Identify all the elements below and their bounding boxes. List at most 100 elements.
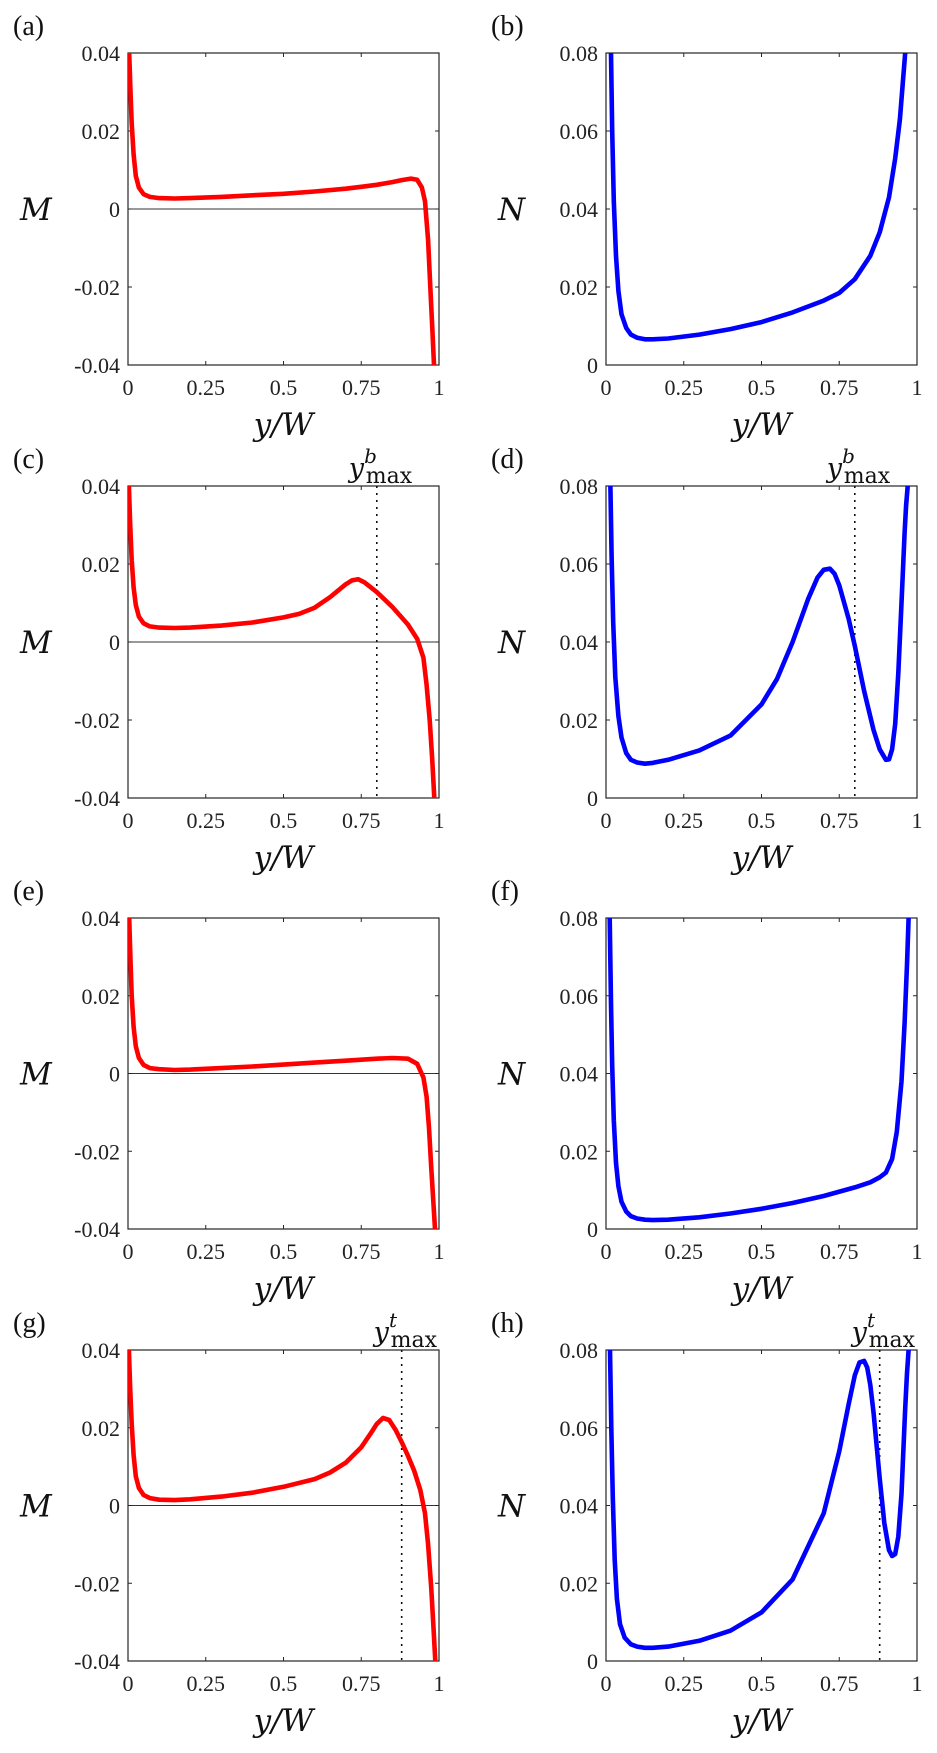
panel-c-xtick-label: 0 (123, 808, 134, 833)
panel-c-ytick-label: -0.04 (74, 786, 120, 811)
panel-g-xtick-label: 1 (434, 1671, 445, 1696)
panel-e-ytick-label: -0.02 (74, 1139, 120, 1164)
panel-f-ytick-label: 0.02 (560, 1139, 599, 1164)
panel-f-xtick-label: 0.75 (820, 1239, 859, 1264)
panel-g-ytick-label: 0 (109, 1494, 120, 1519)
panel-g-ymax-label: yt max (373, 1308, 438, 1353)
panel-d-ylabel: N (497, 625, 527, 661)
panel-g-series-line-M (128, 1350, 438, 1661)
panel-g-ylabel: M (19, 1489, 53, 1525)
panel-e-series-line-M (128, 918, 438, 1229)
panel-f-ytick-label: 0.08 (560, 906, 599, 931)
panel-h-ytick-label: 0.04 (560, 1494, 599, 1519)
panel-c: 0 0.25 0.5 0.75 1 -0.04 -0.02 0 0.02 0.04 yb max (c)… (13, 444, 445, 876)
panel-b-xtick-label: 0 (601, 375, 612, 400)
panel-c-xtick-label: 0.25 (187, 808, 226, 833)
panel-a-ytick-label: 0 (109, 197, 120, 222)
panel-c-ymax-sup: b (364, 444, 377, 468)
panel-d-xtick-label: 0.75 (820, 808, 859, 833)
panel-c-ytick-label: -0.02 (74, 708, 120, 733)
panel-b-series-line-N (608, 53, 908, 342)
panel-h-ytick-label: 0.02 (560, 1571, 599, 1596)
panel-f-xtick-label: 0.25 (665, 1239, 704, 1264)
panel-a-xlabel: y/W (252, 407, 316, 443)
panel-h-ymax-sup: t (867, 1308, 876, 1332)
panel-c-ytick-label: 0 (109, 630, 120, 655)
panel-g-ymax-sup: t (389, 1308, 398, 1332)
panel-h-xtick-label: 0.5 (748, 1671, 776, 1696)
panel-c-xtick-label: 1 (434, 808, 445, 833)
panel-e-ytick-label: -0.04 (74, 1217, 120, 1242)
panel-h-ymax-base: y (851, 1317, 868, 1348)
panel-f-axes-box (605, 917, 918, 1230)
panel-g-ytick-label: -0.02 (74, 1571, 120, 1596)
panel-g-ymax-base: y (373, 1317, 390, 1348)
panel-c-xlabel: y/W (252, 840, 316, 876)
panel-d-series-line-N (608, 486, 911, 767)
panel-e-xtick-label: 0.75 (342, 1239, 381, 1264)
panel-h-series-line-N (607, 1350, 911, 1651)
panel-g-ytick-label: -0.04 (74, 1649, 120, 1674)
panel-e-ytick-label: 0 (109, 1062, 120, 1087)
panel-b-panel-label: (b) (491, 11, 524, 42)
panel-f-xtick-label: 1 (912, 1239, 923, 1264)
panel-f-panel-label: (f) (491, 876, 519, 907)
panel-f-xtick-label: 0.5 (748, 1239, 776, 1264)
panel-e-panel-label: (e) (13, 876, 44, 907)
panel-c-ymax-sub: max (366, 464, 413, 489)
panel-e: 0 0.25 0.5 0.75 1 -0.04 -0.02 0 0.02 0.04 (e) My/W (13, 876, 445, 1307)
panel-b-ytick-label: 0 (587, 353, 598, 378)
panel-c-xtick-label: 0.5 (270, 808, 298, 833)
panel-a-series-line-M (128, 53, 437, 365)
panel-d-ytick-label: 0.02 (560, 708, 599, 733)
panel-a-ytick-label: -0.04 (74, 353, 120, 378)
panel-f-series-line-N (607, 918, 911, 1223)
panel-d-xtick-label: 0 (601, 808, 612, 833)
panel-e-xtick-label: 0.5 (270, 1239, 298, 1264)
panel-a-xtick-label: 0.5 (270, 375, 298, 400)
panel-c-ymax-base: y (348, 453, 365, 484)
panel-c-series-line-M (128, 486, 437, 798)
panel-g: 0 0.25 0.5 0.75 1 -0.04 -0.02 0 0.02 0.04 yt max (g)… (13, 1308, 445, 1739)
panel-a-ytick-label: 0.04 (82, 41, 121, 66)
panel-d-ymax-sup: b (842, 444, 855, 468)
panel-d-xlabel: y/W (730, 840, 794, 876)
panel-d-xtick-label: 1 (912, 808, 923, 833)
panel-a-xtick-label: 0 (123, 375, 134, 400)
panel-b-ytick-label: 0.06 (560, 119, 599, 144)
panel-f-xtick-label: 0 (601, 1239, 612, 1264)
panel-a-ylabel: M (19, 192, 53, 228)
panel-g-xtick-label: 0 (123, 1671, 134, 1696)
panel-d-ytick-label: 0.06 (560, 552, 599, 577)
panel-h-xtick-label: 0.25 (665, 1671, 704, 1696)
panel-b-ytick-label: 0.08 (560, 41, 599, 66)
panel-h: 0 0.25 0.5 0.75 1 0 0.02 0.04 0.06 0.08 yt max (h) Ny… (491, 1308, 923, 1739)
panel-a-xtick-label: 0.25 (187, 375, 226, 400)
panel-d-ytick-label: 0 (587, 786, 598, 811)
panel-g-xtick-label: 0.25 (187, 1671, 226, 1696)
panel-f-xlabel: y/W (730, 1271, 794, 1307)
panel-b-ylabel: N (497, 192, 527, 228)
panel-f-ytick-label: 0 (587, 1217, 598, 1242)
panel-d-ytick-label: 0.04 (560, 630, 599, 655)
panel-a-xtick-label: 0.75 (342, 375, 381, 400)
panel-g-ytick-label: 0.02 (82, 1416, 121, 1441)
panel-e-ytick-label: 0.02 (82, 984, 121, 1009)
panel-c-ytick-label: 0.04 (82, 474, 121, 499)
panel-b-xtick-label: 0.75 (820, 375, 859, 400)
panel-h-ytick-label: 0.06 (560, 1416, 599, 1441)
panel-h-xtick-label: 0 (601, 1671, 612, 1696)
panel-c-ylabel: M (19, 625, 53, 661)
panel-e-xlabel: y/W (252, 1271, 316, 1307)
panel-c-panel-label: (c) (13, 444, 44, 475)
panel-b-xtick-label: 0.25 (665, 375, 704, 400)
panel-h-xtick-label: 0.75 (820, 1671, 859, 1696)
panel-g-xtick-label: 0.5 (270, 1671, 298, 1696)
panel-d-ymax-base: y (826, 453, 843, 484)
panel-g-xlabel: y/W (252, 1703, 316, 1739)
panel-d-ytick-label: 0.08 (560, 474, 599, 499)
panel-e-ytick-label: 0.04 (82, 906, 121, 931)
panel-g-xtick-label: 0.75 (342, 1671, 381, 1696)
panel-h-ymax-sub: max (869, 1328, 916, 1353)
panel-d-xtick-label: 0.25 (665, 808, 704, 833)
